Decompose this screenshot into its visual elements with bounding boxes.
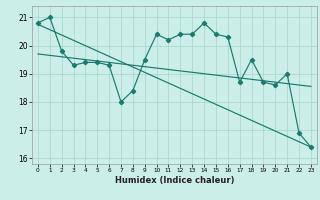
X-axis label: Humidex (Indice chaleur): Humidex (Indice chaleur) bbox=[115, 176, 234, 185]
